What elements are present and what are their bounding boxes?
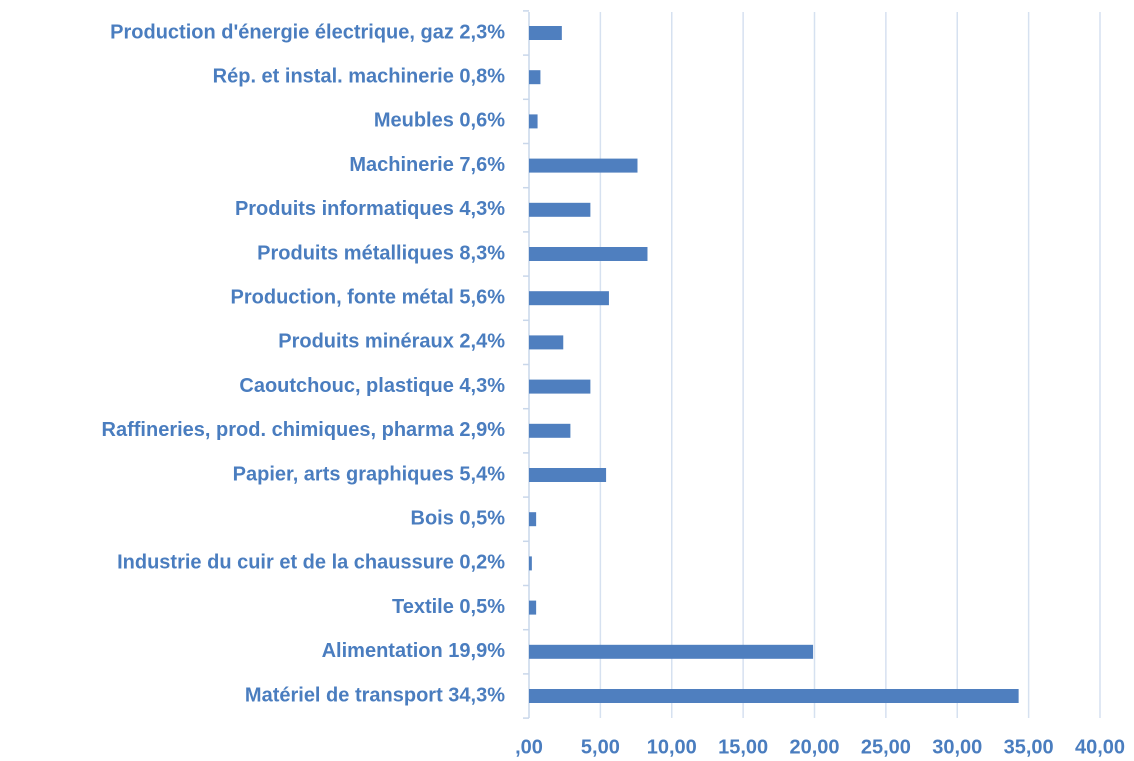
bar	[529, 644, 814, 659]
bar	[529, 689, 1019, 703]
y-tick-label: Produits minéraux 2,4%	[278, 331, 505, 353]
y-tick-label: Production, fonte métal 5,6%	[231, 286, 506, 308]
x-tick-label: ,00	[515, 736, 543, 758]
y-tick-label: Machinerie 7,6%	[349, 154, 505, 176]
x-tick-label: 15,00	[718, 736, 768, 758]
x-tick-label: 25,00	[861, 736, 911, 758]
bar	[529, 335, 564, 350]
x-tick-label: 10,00	[647, 736, 697, 758]
bar	[529, 600, 537, 615]
bar	[529, 379, 591, 394]
x-tick-label: 20,00	[789, 736, 839, 758]
bar	[529, 70, 541, 85]
y-tick-label: Papier, arts graphiques 5,4%	[233, 463, 506, 485]
y-tick-label: Rép. et instal. machinerie 0,8%	[213, 65, 506, 87]
bar	[529, 114, 538, 129]
y-tick-label: Meubles 0,6%	[374, 110, 505, 132]
y-tick-label: Production d'énergie électrique, gaz 2,3…	[110, 21, 505, 43]
y-tick-label: Raffineries, prod. chimiques, pharma 2,9…	[102, 419, 506, 441]
bar	[529, 247, 648, 261]
bar	[529, 26, 562, 40]
y-tick-label: Alimentation 19,9%	[322, 640, 506, 662]
x-tick-label: 30,00	[932, 736, 982, 758]
bar	[529, 158, 638, 173]
bar	[529, 291, 609, 306]
y-tick-label: Textile 0,5%	[392, 596, 505, 618]
y-tick-label: Matériel de transport 34,3%	[245, 684, 505, 706]
y-tick-label: Caoutchouc, plastique 4,3%	[239, 375, 505, 397]
bar	[529, 468, 607, 482]
x-tick-label: 5,00	[581, 736, 620, 758]
x-tick-label: 40,00	[1075, 736, 1125, 758]
y-tick-label: Bois 0,5%	[411, 507, 506, 529]
y-tick-label: Produits informatiques 4,3%	[235, 198, 505, 220]
bar	[529, 202, 591, 217]
bar	[529, 556, 532, 571]
bar	[529, 512, 537, 527]
y-tick-label: Produits métalliques 8,3%	[257, 242, 505, 264]
bar	[529, 423, 571, 438]
x-tick-label: 35,00	[1004, 736, 1054, 758]
y-tick-label: Industrie du cuir et de la chaussure 0,2…	[117, 552, 505, 574]
